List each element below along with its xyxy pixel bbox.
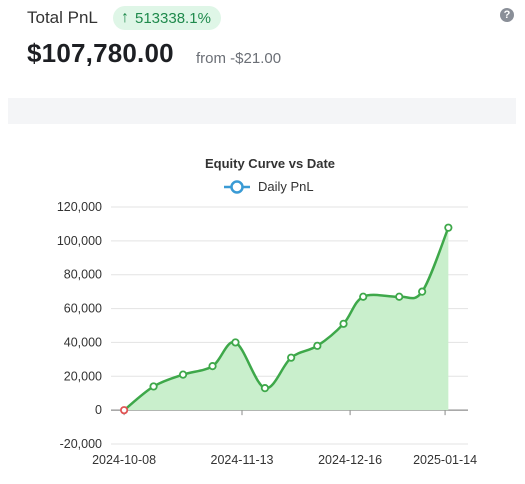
data-point[interactable] [339,319,348,328]
x-tick-label: 2024-12-16 [318,453,382,467]
help-icon[interactable]: ? [500,8,514,22]
data-point[interactable] [120,406,129,415]
data-point[interactable] [395,292,404,301]
data-point[interactable] [208,362,217,371]
data-point[interactable] [444,223,453,232]
legend-circle-marker [230,180,244,194]
y-tick-label: 40,000 [64,335,102,349]
x-tick-label: 2024-11-13 [211,453,274,467]
series-area-fill [124,227,449,411]
chart-legend[interactable]: Daily PnL [224,179,314,194]
y-tick-label: 120,000 [57,200,102,214]
data-point[interactable] [149,382,158,391]
pnl-header: Total PnL ↑ 513338.1% ? $107,780.00 from… [0,0,525,98]
data-point[interactable] [178,370,188,379]
data-point[interactable] [260,384,270,393]
data-point[interactable] [418,287,427,296]
pnl-change-percent: 513338.1% [135,9,211,27]
x-tick-label: 2024-10-08 [92,453,156,467]
pnl-change-badge: ↑ 513338.1% [113,6,221,30]
y-tick-label: 80,000 [64,268,102,282]
data-point[interactable] [231,338,240,347]
total-pnl-label: Total PnL [27,8,98,27]
y-tick-label: 0 [95,403,102,417]
data-point[interactable] [359,292,368,301]
y-tick-label: 60,000 [64,302,102,316]
data-point[interactable] [287,353,296,362]
data-point[interactable] [313,341,322,350]
legend-label: Daily PnL [258,179,314,194]
y-tick-label: 100,000 [57,234,102,248]
pnl-from-text: from -$21.00 [196,50,282,67]
y-tick-label: -20,000 [60,437,102,451]
pnl-amount: $107,780.00 [27,38,174,68]
arrow-up-icon: ↑ [121,9,129,26]
section-divider [8,98,516,124]
equity-chart: Equity Curve vs Date Daily PnL 120,000 10… [0,124,525,479]
equity-chart-svg: Equity Curve vs Date Daily PnL 120,000 10… [57,156,477,467]
y-tick-label: 20,000 [64,369,102,383]
x-tick-label: 2025-01-14 [413,453,477,467]
chart-title: Equity Curve vs Date [205,156,335,171]
